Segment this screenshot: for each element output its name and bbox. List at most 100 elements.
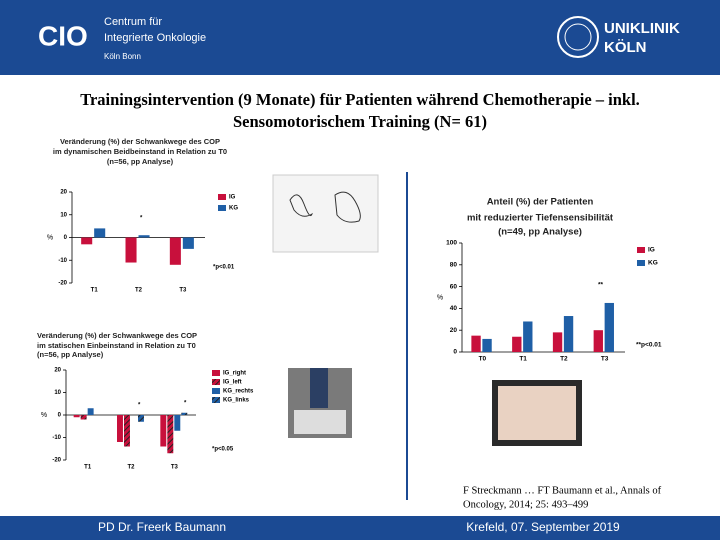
legend-label: KG_links bbox=[223, 398, 250, 404]
chart-title: im dynamischen Beidbeinstand in Relation… bbox=[53, 147, 227, 156]
bar bbox=[94, 228, 106, 238]
footer-presenter: PD Dr. Freerk Baumann bbox=[98, 520, 226, 534]
bar bbox=[87, 408, 94, 415]
annotation: *p<0.05 bbox=[212, 447, 234, 453]
annotation: * bbox=[140, 216, 143, 222]
legend-swatch bbox=[212, 388, 220, 394]
annotation: * bbox=[138, 403, 141, 409]
y-tick-label: 0 bbox=[64, 235, 68, 241]
legs bbox=[310, 368, 328, 408]
legend-swatch bbox=[212, 370, 220, 376]
x-tick-label: T2 bbox=[560, 356, 568, 363]
x-tick-label: T2 bbox=[127, 465, 135, 471]
header-band bbox=[0, 0, 720, 75]
chart-title: Anteil (%) der Patienten bbox=[487, 197, 594, 208]
legend-swatch bbox=[218, 194, 226, 200]
y-tick-label: 20 bbox=[54, 368, 61, 374]
stabilogram-image bbox=[272, 174, 379, 253]
legend-label: IG bbox=[229, 195, 236, 201]
y-tick-label: 10 bbox=[54, 390, 61, 396]
y-axis-label: % bbox=[47, 234, 53, 241]
y-tick-label: 20 bbox=[450, 327, 458, 334]
annotation: * bbox=[184, 401, 187, 407]
bar bbox=[523, 321, 533, 352]
annotation: **p<0.01 bbox=[636, 342, 662, 349]
bar bbox=[593, 330, 603, 352]
y-tick-label: 40 bbox=[450, 305, 458, 312]
chart-title: (n=56, pp Analyse) bbox=[37, 350, 104, 359]
slide-title: Trainingsintervention (9 Monate) für Pat… bbox=[80, 90, 640, 109]
footer-event: Krefeld, 07. September 2019 bbox=[466, 520, 620, 534]
bar bbox=[167, 415, 174, 454]
y-tick-label: -20 bbox=[52, 458, 61, 464]
footer-band bbox=[0, 516, 720, 540]
bar bbox=[125, 237, 137, 263]
bar bbox=[80, 415, 87, 420]
y-tick-label: -10 bbox=[58, 258, 67, 264]
y-axis-label: % bbox=[437, 294, 443, 301]
y-tick-label: 0 bbox=[453, 349, 457, 356]
bar bbox=[138, 415, 144, 422]
legend-swatch bbox=[637, 247, 645, 253]
bar bbox=[174, 415, 181, 431]
legend-label: KG_rechts bbox=[223, 389, 254, 395]
y-tick-label: 80 bbox=[450, 262, 458, 269]
seal bbox=[557, 16, 599, 58]
chart-title: Veränderung (%) der Schwankwege des COP bbox=[60, 137, 220, 146]
bar bbox=[182, 237, 194, 249]
legend-swatch bbox=[637, 260, 645, 266]
org-name: Centrum für bbox=[104, 16, 162, 28]
bar bbox=[160, 415, 167, 447]
y-tick-label: -20 bbox=[58, 281, 67, 287]
x-tick-label: T2 bbox=[135, 288, 143, 294]
legend-label: IG_right bbox=[223, 371, 246, 377]
clinic-name: KÖLN bbox=[604, 39, 647, 56]
y-tick-label: 0 bbox=[58, 413, 62, 419]
y-tick-label: 10 bbox=[60, 212, 67, 218]
citation: Oncology, 2014; 25: 493–499 bbox=[463, 499, 588, 510]
x-tick-label: T1 bbox=[519, 356, 527, 363]
legend-label: KG bbox=[229, 206, 238, 212]
hand-photo-inner bbox=[498, 386, 576, 440]
legend-swatch bbox=[218, 205, 226, 211]
y-tick-label: 20 bbox=[60, 190, 67, 196]
bar bbox=[482, 338, 492, 352]
chart-title: Veränderung (%) der Schwankwege des COP bbox=[37, 331, 197, 340]
bar bbox=[73, 415, 80, 418]
chart-title: im statischen Einbeinstand in Relation z… bbox=[37, 341, 196, 350]
bar bbox=[117, 415, 123, 442]
legend-label: KG bbox=[648, 260, 658, 267]
y-tick-label: 100 bbox=[446, 240, 457, 247]
seal bbox=[564, 23, 592, 51]
x-tick-label: T0 bbox=[479, 356, 487, 363]
y-axis-label: % bbox=[41, 412, 47, 419]
annotation: *p<0.01 bbox=[213, 265, 235, 271]
bar bbox=[471, 335, 481, 352]
bar bbox=[552, 332, 563, 352]
bar bbox=[181, 412, 188, 415]
stabilogram-trace bbox=[289, 191, 361, 223]
bar bbox=[604, 302, 614, 352]
bar bbox=[81, 237, 93, 245]
bar bbox=[512, 336, 522, 352]
x-tick-label: T3 bbox=[601, 356, 609, 363]
bar bbox=[563, 316, 574, 352]
x-tick-label: T1 bbox=[84, 465, 92, 471]
org-name: Integrierte Onkologie bbox=[104, 32, 206, 44]
x-tick-label: T1 bbox=[91, 288, 99, 294]
y-tick-label: 60 bbox=[450, 283, 458, 290]
annotation: ** bbox=[598, 282, 604, 289]
chart-title: (n=56, pp Analyse) bbox=[107, 157, 174, 166]
chart-title: mit reduzierter Tiefensensibilität bbox=[467, 213, 614, 224]
bar bbox=[169, 237, 181, 265]
chart-title: (n=49, pp Analyse) bbox=[498, 227, 582, 238]
y-tick-label: -10 bbox=[52, 435, 61, 441]
legend-swatch bbox=[212, 397, 220, 403]
citation: F Streckmann … FT Baumann et al., Annals… bbox=[463, 485, 662, 496]
x-tick-label: T3 bbox=[171, 465, 179, 471]
org-location: Köln Bonn bbox=[104, 52, 141, 61]
legend-swatch bbox=[212, 379, 220, 385]
legend-label: IG_left bbox=[223, 380, 242, 386]
